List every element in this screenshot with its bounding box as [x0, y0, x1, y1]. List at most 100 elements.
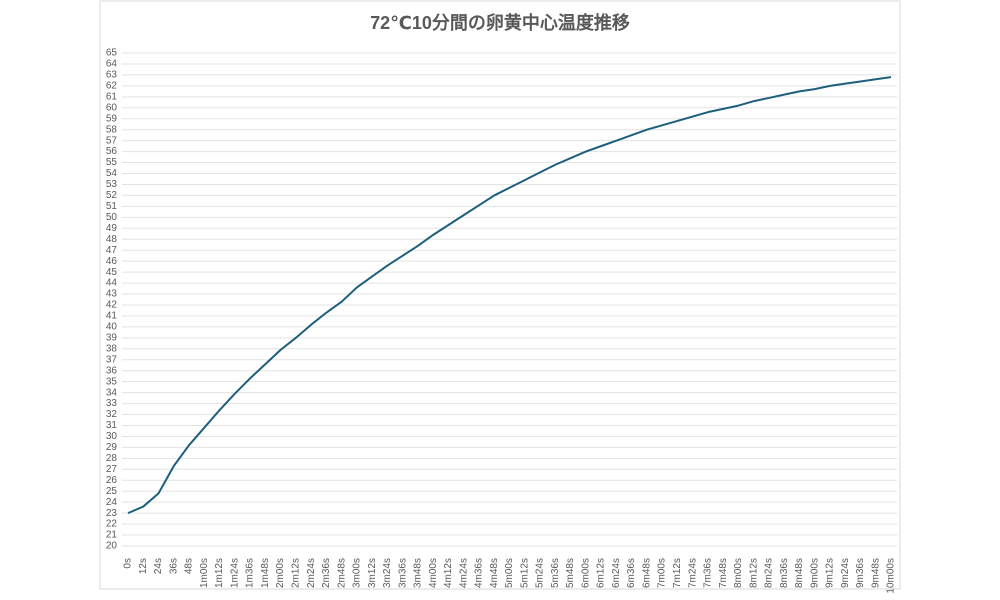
x-tick-label: 8m12s — [748, 558, 759, 588]
x-tick-label: 9m12s — [825, 558, 836, 588]
y-tick-label: 61 — [106, 91, 118, 102]
y-tick-label: 27 — [106, 464, 118, 475]
x-tick-label: 3m48s — [413, 558, 424, 588]
x-tick-label: 2m24s — [306, 558, 317, 588]
y-tick-label: 58 — [106, 124, 118, 135]
x-tick-label: 7m36s — [703, 558, 714, 588]
x-tick-label: 2m00s — [275, 558, 286, 588]
y-tick-label: 32 — [106, 409, 118, 420]
y-tick-label: 34 — [106, 387, 118, 398]
y-tick-label: 28 — [106, 453, 118, 464]
x-tick-label: 2m48s — [336, 558, 347, 588]
x-tick-label: 8m24s — [764, 558, 775, 588]
y-tick-label: 59 — [106, 113, 118, 124]
y-tick-label: 60 — [106, 102, 118, 113]
y-tick-label: 21 — [106, 530, 118, 541]
y-tick-label: 46 — [106, 256, 118, 267]
x-tick-label: 1m48s — [260, 558, 271, 588]
y-tick-label: 47 — [106, 245, 118, 256]
x-tick-label: 6m48s — [641, 558, 652, 588]
y-tick-label: 41 — [106, 311, 118, 322]
x-tick-label: 3m36s — [397, 558, 408, 588]
x-tick-label: 48s — [184, 558, 195, 574]
y-tick-label: 63 — [106, 70, 118, 81]
x-tick-label: 9m36s — [855, 558, 866, 588]
y-tick-label: 24 — [106, 497, 118, 508]
x-tick-label: 1m24s — [229, 558, 240, 588]
x-tick-label: 7m48s — [718, 558, 729, 588]
chart-frame — [99, 0, 901, 590]
chart-title: 72℃10分間の卵黄中心温度推移 — [370, 12, 630, 33]
y-tick-label: 64 — [106, 59, 118, 70]
y-tick-label: 57 — [106, 135, 118, 146]
y-tick-label: 25 — [106, 486, 118, 497]
y-tick-label: 54 — [106, 168, 118, 179]
y-tick-label: 20 — [106, 541, 118, 552]
y-tick-label: 22 — [106, 519, 118, 530]
y-tick-label: 33 — [106, 398, 118, 409]
y-tick-label: 38 — [106, 343, 118, 354]
x-tick-label: 2m36s — [321, 558, 332, 588]
x-tick-label: 5m36s — [550, 558, 561, 588]
y-tick-label: 50 — [106, 212, 118, 223]
line — [127, 76, 892, 515]
x-tick-label: 5m12s — [519, 558, 530, 588]
y-tick-label: 49 — [106, 223, 118, 234]
y-tick-label: 48 — [106, 234, 118, 245]
x-tick-label: 6m00s — [580, 558, 591, 588]
x-tick-label: 24s — [153, 558, 164, 574]
y-tick-label: 30 — [106, 431, 118, 442]
x-tick-label: 5m00s — [504, 558, 515, 588]
x-tick-label: 4m36s — [474, 558, 485, 588]
y-tick-label: 37 — [106, 354, 118, 365]
x-tick-label: 1m36s — [245, 558, 256, 588]
x-tick-label: 4m12s — [443, 558, 454, 588]
y-tick-label: 39 — [106, 332, 118, 343]
y-tick-label: 65 — [106, 48, 118, 59]
x-tick-label: 7m00s — [657, 558, 668, 588]
x-tick-label: 1m00s — [199, 558, 210, 588]
x-tick-label: 12s — [138, 558, 149, 574]
x-tick-label: 6m36s — [626, 558, 637, 588]
y-tick-label: 40 — [106, 322, 118, 333]
x-tick-label: 36s — [168, 558, 179, 574]
x-tick-label: 8m36s — [779, 558, 790, 588]
x-tick-label: 1m12s — [214, 558, 225, 588]
y-tick-label: 45 — [106, 267, 118, 278]
x-tick-label: 9m48s — [870, 558, 881, 588]
y-tick-label: 26 — [106, 475, 118, 486]
x-tick-label: 4m00s — [428, 558, 439, 588]
x-tick-label: 4m24s — [458, 558, 469, 588]
y-tick-label: 42 — [106, 300, 118, 311]
y-tick-label: 35 — [106, 376, 118, 387]
x-tick-label: 10m00s — [886, 558, 897, 594]
y-tick-label: 55 — [106, 157, 118, 168]
x-tick-label: 0s — [123, 558, 134, 569]
x-tick-label: 3m12s — [367, 558, 378, 588]
x-tick-label: 9m24s — [840, 558, 851, 588]
y-tick-label: 62 — [106, 81, 118, 92]
y-tick-label: 56 — [106, 146, 118, 157]
y-tick-label: 51 — [106, 201, 118, 212]
y-tick-label: 52 — [106, 190, 118, 201]
x-tick-label: 7m12s — [672, 558, 683, 588]
y-tick-label: 36 — [106, 365, 118, 376]
y-tick-label: 29 — [106, 442, 118, 453]
x-tick-label: 5m48s — [565, 558, 576, 588]
x-tick-label: 3m00s — [352, 558, 363, 588]
x-tick-label: 6m12s — [596, 558, 607, 588]
y-tick-label: 31 — [106, 420, 118, 431]
x-tick-label: 5m24s — [535, 558, 546, 588]
x-tick-label: 3m24s — [382, 558, 393, 588]
x-tick-label: 4m48s — [489, 558, 500, 588]
y-tick-label: 44 — [106, 278, 118, 289]
x-tick-label: 8m00s — [733, 558, 744, 588]
y-tick-label: 23 — [106, 508, 118, 519]
x-tick-label: 2m12s — [291, 558, 302, 588]
x-tick-label: 8m48s — [794, 558, 805, 588]
y-tick-label: 53 — [106, 179, 118, 190]
x-tick-label: 7m24s — [687, 558, 698, 588]
x-tick-label: 6m24s — [611, 558, 622, 588]
x-tick-label: 9m00s — [809, 558, 820, 588]
